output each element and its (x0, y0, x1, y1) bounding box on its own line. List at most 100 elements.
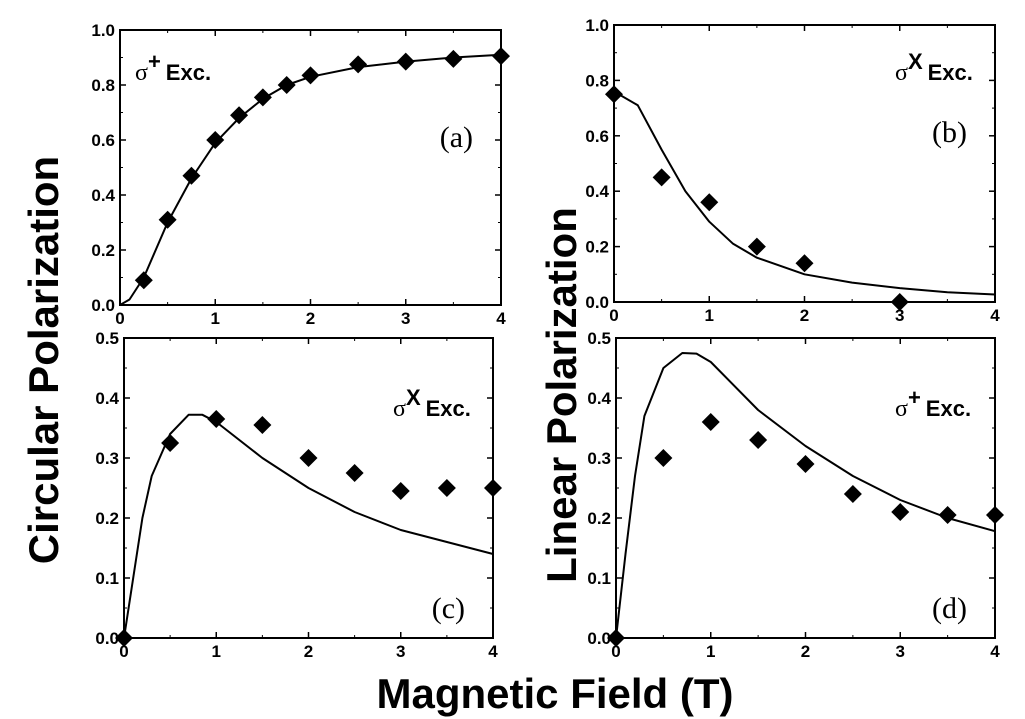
data-point (299, 449, 318, 467)
x-tick-label: 0 (609, 306, 618, 325)
y-tick-label: 0.8 (91, 76, 115, 95)
panel-label: (c) (432, 592, 465, 625)
fit-curve (613, 90, 996, 296)
data-point (134, 271, 153, 290)
x-tick-label: 3 (396, 642, 405, 661)
data-point (207, 410, 226, 428)
data-point (206, 131, 225, 149)
x-tick-label: 3 (401, 309, 410, 328)
y-tick-label: 0.2 (91, 241, 115, 260)
x-tick-label: 4 (990, 306, 1000, 325)
data-point (277, 76, 296, 94)
data-point (749, 431, 768, 449)
y-tick-label: 0.4 (587, 389, 611, 408)
data-point (843, 485, 862, 503)
x-tick-label: 2 (304, 642, 313, 661)
x-tick-label: 4 (990, 642, 1000, 661)
y-axis-label-circular: Circular Polarization (20, 156, 67, 564)
sigma-symbol: σ (135, 60, 148, 86)
x-tick-label: 3 (896, 642, 905, 661)
fit-curve (119, 53, 502, 306)
data-point (301, 66, 320, 85)
data-point (444, 49, 463, 68)
x-tick-label: 1 (705, 306, 714, 325)
y-tick-label: 0.8 (585, 71, 609, 90)
data-point (182, 166, 201, 185)
data-point (701, 413, 720, 431)
data-point (391, 482, 410, 500)
y-tick-label: 0.6 (585, 127, 609, 146)
y-tick-label: 0.4 (585, 182, 609, 201)
data-point (890, 293, 909, 311)
x-tick-label: 3 (895, 306, 904, 325)
data-point (796, 455, 815, 473)
data-point (484, 479, 502, 497)
y-tick-label: 0.6 (91, 131, 115, 150)
sigma-symbol: σ (895, 396, 908, 422)
y-tick-label: 0.1 (587, 569, 611, 588)
x-tick-label: 1 (212, 642, 221, 661)
y-tick-label: 0.5 (95, 329, 119, 348)
polarization-superscript: + (148, 49, 161, 74)
data-point (230, 106, 249, 125)
panel-label: (b) (932, 116, 967, 149)
sigma-symbol: σ (393, 396, 406, 422)
panel-d: 0 1 2 3 4 0.0 0.1 0.2 0.3 0.4 0.5 (d) σ+ Exc. (587, 329, 1004, 661)
data-point (437, 479, 456, 497)
y-tick-label: 1.0 (585, 16, 609, 35)
y-tick-label: 0.0 (585, 293, 609, 312)
x-tick-label: 0 (115, 309, 124, 328)
data-point (605, 85, 623, 104)
x-tick-label: 0 (119, 642, 128, 661)
x-axis-label: Magnetic Field (T) (377, 670, 734, 717)
y-tick-label: 0.0 (587, 629, 611, 648)
x-tick-label: 1 (706, 642, 715, 661)
x-tick-label: 4 (488, 642, 498, 661)
panel-c: 0 1 2 3 4 0.0 0.1 0.2 0.3 0.4 0.5 (c) σX Exc. (95, 329, 502, 661)
data-point (161, 434, 180, 452)
data-point (607, 629, 625, 647)
excitation-annotation: σX Exc. (895, 49, 973, 86)
y-tick-label: 0.0 (95, 629, 119, 648)
polarization-superscript: X (908, 49, 923, 74)
panel-label: (d) (932, 592, 967, 625)
y-tick-label: 0.1 (95, 569, 119, 588)
data-point (891, 503, 910, 521)
x-tick-label: 2 (800, 306, 809, 325)
data-point (492, 47, 510, 66)
data-point (158, 210, 177, 229)
data-point (747, 237, 766, 256)
data-point (349, 55, 368, 74)
excitation-annotation: σX Exc. (393, 385, 471, 422)
panel-a: 0 1 2 3 4 0.0 0.2 0.4 0.6 0.8 1.0 (a) σ+ Exc. (91, 21, 510, 328)
panel-label: (a) (440, 121, 473, 154)
y-tick-label: 0.5 (587, 329, 611, 348)
polarization-superscript: + (908, 385, 921, 410)
x-tick-label: 4 (496, 309, 506, 328)
fit-curve (615, 352, 996, 639)
data-point (652, 168, 671, 187)
y-axis-label-linear: Linear Polarization (538, 207, 585, 583)
data-point (986, 506, 1004, 524)
data-point (700, 193, 719, 212)
panel-b: 0 1 2 3 4 0.0 0.2 0.4 0.6 0.8 1.0 (b) σX Exc. (585, 16, 1000, 325)
sigma-symbol: σ (895, 60, 908, 86)
y-tick-label: 0.2 (585, 238, 609, 257)
y-tick-label: 0.2 (587, 509, 611, 528)
x-tick-label: 1 (211, 309, 220, 328)
data-point (115, 629, 133, 647)
data-point (938, 506, 957, 524)
x-tick-label: 2 (306, 309, 315, 328)
excitation-text: Exc. (926, 396, 971, 421)
excitation-annotation: σ+ Exc. (895, 385, 971, 422)
y-tick-label: 1.0 (91, 21, 115, 40)
y-tick-label: 0.3 (95, 449, 119, 468)
excitation-text: Exc. (928, 60, 973, 85)
data-point (396, 52, 415, 71)
y-tick-label: 0.2 (95, 509, 119, 528)
y-tick-label: 0.3 (587, 449, 611, 468)
polarization-superscript: X (406, 385, 421, 410)
data-point (253, 88, 272, 107)
data-point (253, 416, 272, 434)
